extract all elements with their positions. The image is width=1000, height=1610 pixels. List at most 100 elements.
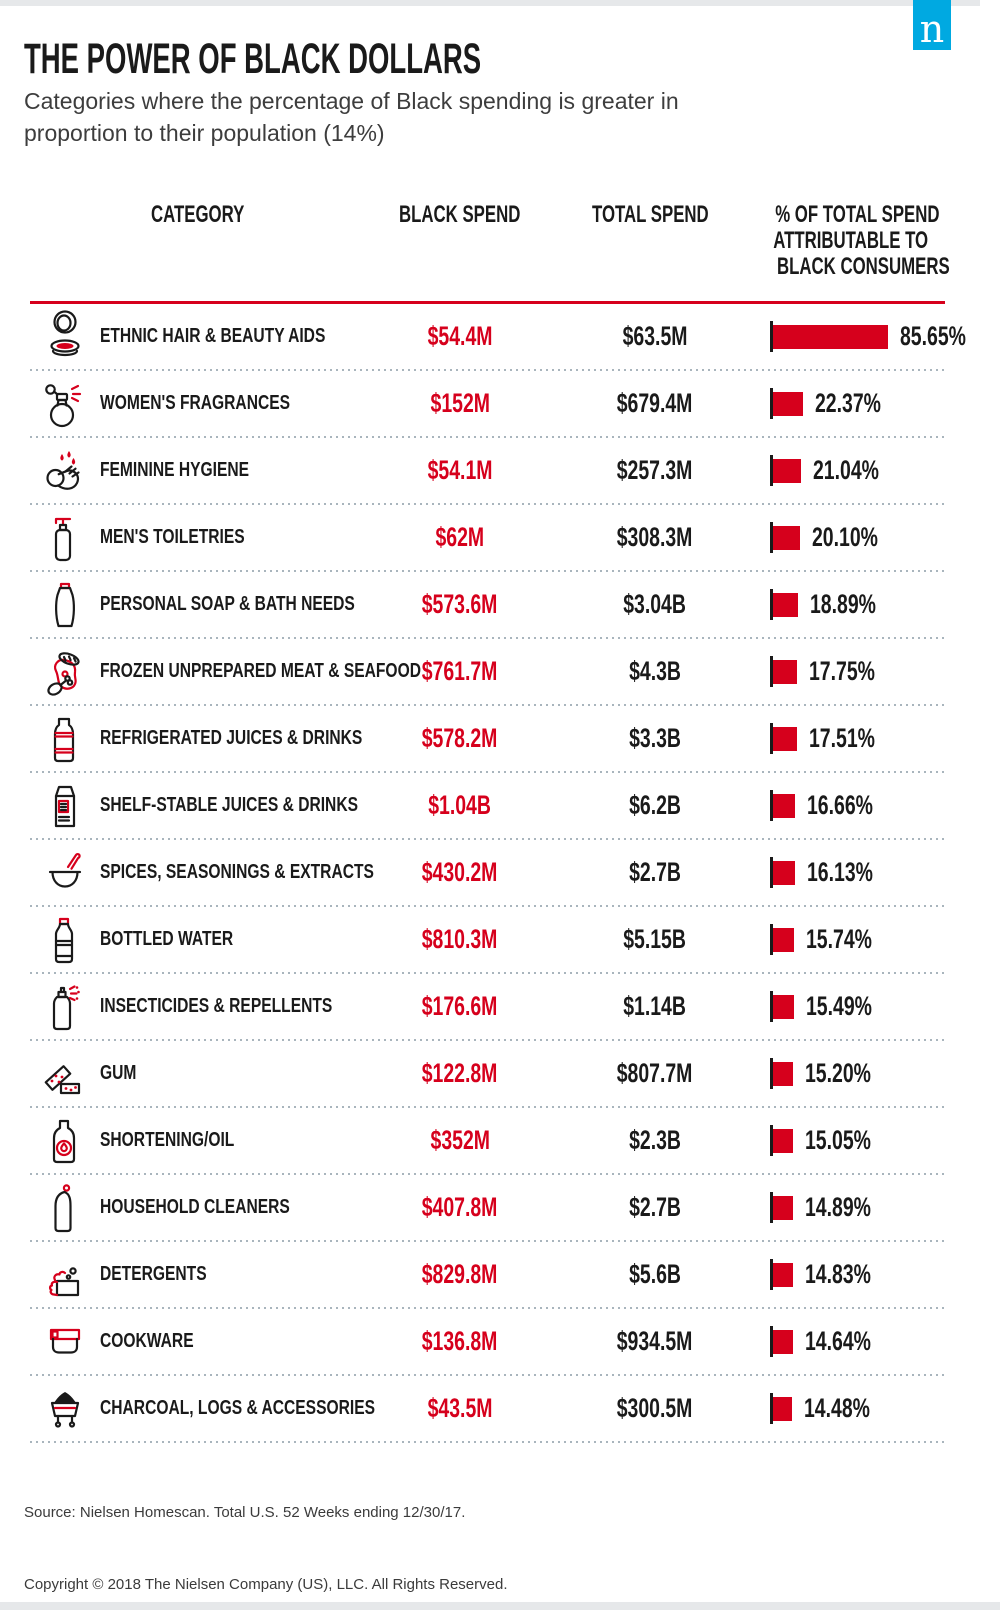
total-spend-value: $934.5M bbox=[617, 1326, 693, 1356]
charcoal-grill-icon bbox=[43, 1381, 87, 1437]
column-header-category: CATEGORY bbox=[150, 201, 245, 228]
total-spend-value: $1.14B bbox=[623, 991, 687, 1021]
percent-value: 18.89% bbox=[810, 589, 876, 619]
page-title: THE POWER OF BLACK DOLLARS bbox=[24, 35, 482, 83]
percent-bar bbox=[773, 458, 801, 483]
black-spend-value: $136.8M bbox=[422, 1326, 498, 1356]
total-spend-value: $300.5M bbox=[617, 1393, 693, 1423]
table-row: DETERGENTS $829.8M $5.6B 14.83% bbox=[0, 1242, 1000, 1307]
table-row: HOUSEHOLD CLEANERS $407.8M $2.7B 14.89% bbox=[0, 1175, 1000, 1240]
total-spend-value: $4.3B bbox=[629, 656, 681, 686]
total-spend-value: $3.04B bbox=[623, 589, 687, 619]
percent-bar bbox=[773, 994, 794, 1019]
total-spend-value: $2.7B bbox=[629, 1192, 681, 1222]
water-bottle-icon bbox=[43, 912, 87, 968]
black-spend-value: $176.6M bbox=[422, 991, 498, 1021]
percent-bar bbox=[773, 525, 800, 550]
row-separator bbox=[30, 570, 945, 572]
percent-value: 21.04% bbox=[813, 455, 879, 485]
category-label: HOUSEHOLD CLEANERS bbox=[100, 1196, 290, 1218]
row-separator bbox=[30, 972, 945, 974]
detergent-box-icon bbox=[43, 1247, 87, 1303]
juice-bottle-icon bbox=[43, 711, 87, 767]
pump-bottle-icon bbox=[43, 510, 87, 566]
percent-bar bbox=[773, 1329, 793, 1354]
table-row: COOKWARE $136.8M $934.5M 14.64% bbox=[0, 1309, 1000, 1374]
total-spend-value: $679.4M bbox=[617, 388, 693, 418]
percent-value: 17.51% bbox=[809, 723, 875, 753]
perfume-bottle-icon bbox=[43, 376, 87, 432]
table-row: PERSONAL SOAP & BATH NEEDS $573.6M $3.04… bbox=[0, 572, 1000, 637]
category-label: FEMININE HYGIENE bbox=[100, 459, 250, 481]
spray-can-icon bbox=[43, 979, 87, 1035]
percent-bar bbox=[773, 1195, 793, 1220]
black-spend-value: $352M bbox=[430, 1125, 490, 1155]
black-spend-value: $578.2M bbox=[422, 723, 498, 753]
black-spend-value: $810.3M bbox=[422, 924, 498, 954]
top-accent-bar bbox=[0, 0, 980, 6]
page-subtitle: Categories where the percentage of Black… bbox=[24, 88, 679, 146]
bar-axis-tick bbox=[770, 1393, 773, 1424]
total-spend-value: $257.3M bbox=[617, 455, 693, 485]
bar-axis-tick bbox=[770, 1259, 773, 1290]
bar-axis-tick bbox=[770, 1125, 773, 1156]
bar-axis-tick bbox=[770, 1192, 773, 1223]
table-row: SPICES, SEASONINGS & EXTRACTS $430.2M $2… bbox=[0, 840, 1000, 905]
category-label: ETHNIC HAIR & BEAUTY AIDS bbox=[100, 325, 326, 347]
total-spend-value: $2.7B bbox=[629, 857, 681, 887]
table-row: SHORTENING/OIL $352M $2.3B 15.05% bbox=[0, 1108, 1000, 1173]
row-separator bbox=[30, 905, 945, 907]
row-separator bbox=[30, 1374, 945, 1376]
compact-mirror-icon bbox=[43, 309, 87, 365]
percent-value: 14.64% bbox=[805, 1326, 871, 1356]
meat-icon bbox=[43, 644, 87, 700]
total-spend-value: $5.15B bbox=[623, 924, 687, 954]
bar-axis-tick bbox=[770, 589, 773, 620]
copyright-note: Copyright © 2018 The Nielsen Company (US… bbox=[24, 1576, 508, 1593]
row-separator bbox=[30, 436, 945, 438]
row-separator bbox=[30, 704, 945, 706]
black-spend-value: $430.2M bbox=[422, 857, 498, 887]
category-label: BOTTLED WATER bbox=[100, 928, 234, 950]
bar-axis-tick bbox=[770, 1058, 773, 1089]
table-row: FEMININE HYGIENE $54.1M $257.3M 21.04% bbox=[0, 438, 1000, 503]
row-separator bbox=[30, 369, 945, 371]
percent-value: 15.74% bbox=[806, 924, 872, 954]
bar-axis-tick bbox=[770, 321, 773, 352]
category-label: SHORTENING/OIL bbox=[100, 1129, 235, 1151]
source-note: Source: Nielsen Homescan. Total U.S. 52 … bbox=[24, 1504, 466, 1521]
total-spend-value: $308.3M bbox=[617, 522, 693, 552]
table-row: REFRIGERATED JUICES & DRINKS $578.2M $3.… bbox=[0, 706, 1000, 771]
gum-sticks-icon bbox=[43, 1046, 87, 1102]
row-separator bbox=[30, 637, 945, 639]
category-label: CHARCOAL, LOGS & ACCESSORIES bbox=[100, 1397, 376, 1419]
black-spend-value: $573.6M bbox=[422, 589, 498, 619]
percent-value: 15.05% bbox=[805, 1125, 871, 1155]
bar-axis-tick bbox=[770, 991, 773, 1022]
table-row: GUM $122.8M $807.7M 15.20% bbox=[0, 1041, 1000, 1106]
cleaner-bottle-icon bbox=[43, 1180, 87, 1236]
black-spend-value: $407.8M bbox=[422, 1192, 498, 1222]
category-label: FROZEN UNPREPARED MEAT & SEAFOOD bbox=[100, 660, 421, 682]
black-spend-value: $43.5M bbox=[427, 1393, 493, 1423]
cookware-pan-icon bbox=[43, 1314, 87, 1370]
nielsen-logo-letter: n bbox=[919, 7, 945, 51]
table-row: MEN'S TOILETRIES $62M $308.3M 20.10% bbox=[0, 505, 1000, 570]
percent-value: 20.10% bbox=[812, 522, 878, 552]
category-label: SPICES, SEASONINGS & EXTRACTS bbox=[100, 861, 374, 883]
table-row: CHARCOAL, LOGS & ACCESSORIES $43.5M $300… bbox=[0, 1376, 1000, 1441]
bar-axis-tick bbox=[770, 857, 773, 888]
black-spend-value: $54.1M bbox=[427, 455, 493, 485]
black-spend-value: $829.8M bbox=[422, 1259, 498, 1289]
nielsen-logo: n bbox=[913, 0, 951, 51]
header-divider bbox=[30, 301, 945, 304]
table-body: ETHNIC HAIR & BEAUTY AIDS $54.4M $63.5M … bbox=[0, 304, 1000, 1443]
category-label: DETERGENTS bbox=[100, 1263, 207, 1285]
table-row: ETHNIC HAIR & BEAUTY AIDS $54.4M $63.5M … bbox=[0, 304, 1000, 369]
bar-axis-tick bbox=[770, 924, 773, 955]
total-spend-value: $63.5M bbox=[622, 321, 688, 351]
category-label: REFRIGERATED JUICES & DRINKS bbox=[100, 727, 363, 749]
row-separator bbox=[30, 1106, 945, 1108]
row-separator bbox=[30, 1441, 945, 1443]
total-spend-value: $5.6B bbox=[629, 1259, 681, 1289]
